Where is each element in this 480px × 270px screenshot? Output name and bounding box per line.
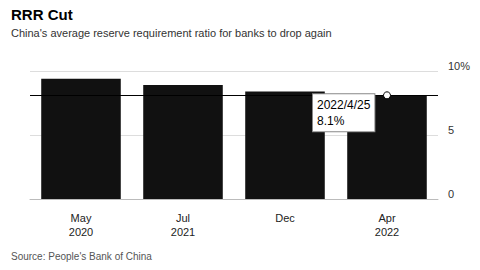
svg-text:2021: 2021 xyxy=(171,226,195,238)
svg-text:2020: 2020 xyxy=(69,226,93,238)
svg-text:Apr: Apr xyxy=(378,212,395,224)
svg-text:Source: People's Bank of China: Source: People's Bank of China xyxy=(11,251,152,262)
svg-text:May: May xyxy=(71,212,92,224)
svg-text:2022/4/25: 2022/4/25 xyxy=(317,98,371,112)
svg-text:RRR Cut: RRR Cut xyxy=(11,6,73,23)
svg-text:China's average reserve requir: China's average reserve requirement rati… xyxy=(11,27,332,39)
svg-text:Jul: Jul xyxy=(176,212,190,224)
svg-text:10%: 10% xyxy=(448,60,470,72)
svg-text:2022: 2022 xyxy=(375,226,399,238)
svg-text:5: 5 xyxy=(448,124,454,136)
svg-text:8.1%: 8.1% xyxy=(317,114,345,128)
svg-text:Dec: Dec xyxy=(275,212,295,224)
svg-text:0: 0 xyxy=(448,188,454,200)
